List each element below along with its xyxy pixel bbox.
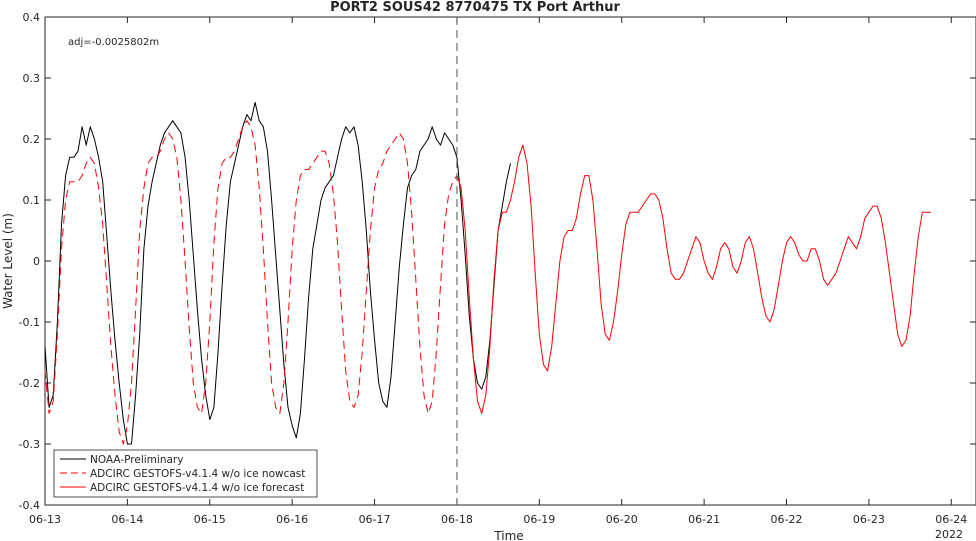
x-tick-label: 06-14 <box>111 513 143 526</box>
series-nowcast-line <box>44 120 458 445</box>
legend: NOAA-Preliminary ADCIRC GESTOFS-v4.1.4 w… <box>53 449 318 498</box>
y-tick-labels: -0.4 -0.3 -0.2 -0.1 0 0.1 0.2 0.3 0.4 <box>19 11 40 512</box>
x-tick-label: 06-20 <box>606 513 638 526</box>
y-tick-label: -0.3 <box>19 438 40 451</box>
y-axis-label: Water Level (m) <box>1 213 15 309</box>
legend-box <box>53 449 318 498</box>
y-tick-label: 0.4 <box>23 11 41 24</box>
x-axis-label: Time <box>493 529 523 541</box>
chart-title: PORT2 SOUS42 8770475 TX Port Arthur <box>330 0 620 15</box>
x-tick-label: 06-16 <box>276 513 308 526</box>
series-forecast-line <box>456 144 931 414</box>
x-tick-label: 06-15 <box>194 513 226 526</box>
x-tick-label: 06-24 <box>935 513 967 526</box>
x-tick-label: 06-17 <box>359 513 391 526</box>
y-tick-label: 0.3 <box>23 72 41 85</box>
series-layer <box>44 101 931 445</box>
x-tick-label: 06-22 <box>771 513 803 526</box>
y-tick-label: 0 <box>33 255 40 268</box>
legend-label-forecast: ADCIRC GESTOFS-v4.1.4 w/o ice forecast <box>90 482 304 494</box>
x-tick-label: 06-21 <box>688 513 720 526</box>
x-tick-label: 06-19 <box>523 513 555 526</box>
x-tick-label: 06-18 <box>441 513 473 526</box>
y-tick-label: -0.4 <box>19 499 40 512</box>
legend-label-observed: NOAA-Preliminary <box>90 454 183 466</box>
y-tick-label: -0.2 <box>19 377 40 390</box>
annotation-text: adj=-0.0025802m <box>68 37 159 48</box>
legend-label-nowcast: ADCIRC GESTOFS-v4.1.4 w/o ice nowcast <box>90 468 305 480</box>
plot-background <box>44 16 976 506</box>
y-tick-label: -0.1 <box>19 316 40 329</box>
y-tick-label: 0.2 <box>23 133 41 146</box>
x-tick-label: 06-13 <box>29 513 61 526</box>
x-tick-label: 06-23 <box>853 513 885 526</box>
series-observed-line <box>44 101 511 445</box>
axis-ticks <box>44 16 976 506</box>
x-tick-labels: 06-13 06-14 06-15 06-16 06-17 06-18 06-19 06-20… <box>29 513 967 526</box>
year-label: 2022 <box>935 528 963 541</box>
y-tick-label: 0.1 <box>23 194 41 207</box>
